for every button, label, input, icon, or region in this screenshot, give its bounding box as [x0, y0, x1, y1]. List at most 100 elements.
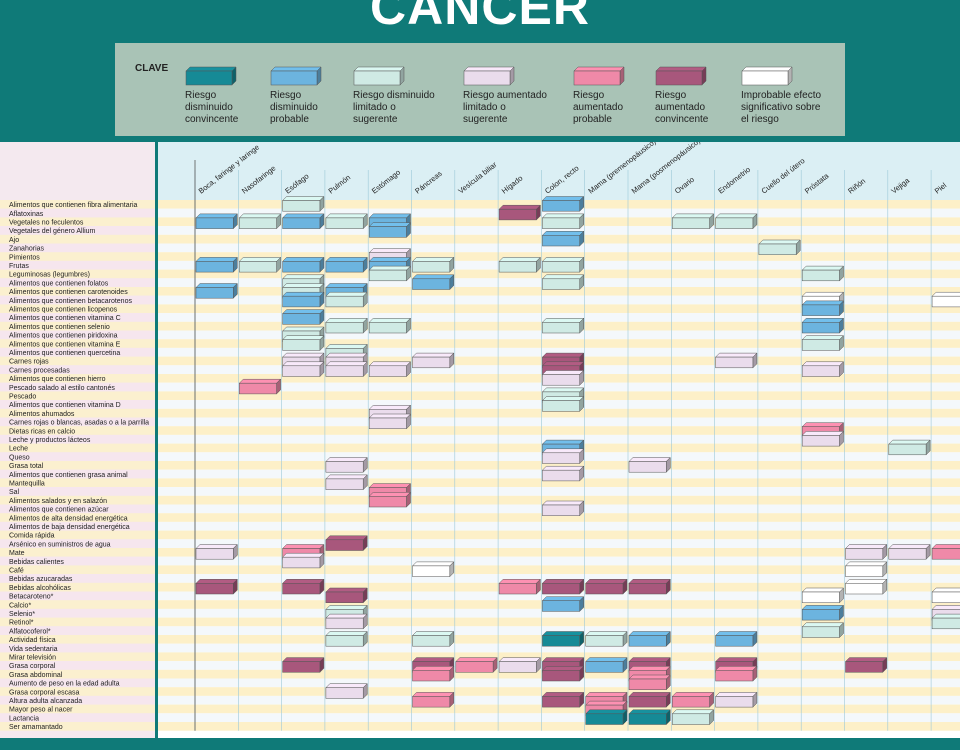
row-label: Queso — [9, 454, 30, 461]
row-label: Pimientos — [9, 254, 40, 261]
risk-cell — [888, 439, 931, 456]
row-label: Betacaroteno* — [9, 594, 54, 601]
risk-cell — [325, 630, 368, 647]
legend-label: Riesgo disminuido convincente — [185, 90, 239, 125]
legend-item: Riesgo aumentado limitado o sugerente — [463, 65, 547, 126]
row-label: Alimentos de baja densidad energética — [9, 524, 130, 531]
risk-cell — [671, 709, 715, 726]
risk-cell — [714, 630, 758, 647]
row-label: Alimentos que contienen fibra alimentari… — [9, 202, 138, 209]
risk-cell — [714, 213, 758, 230]
risk-cell — [671, 213, 715, 230]
risk-cell — [541, 256, 585, 273]
risk-cell — [801, 622, 845, 639]
risk-cell — [801, 430, 845, 447]
risk-cell — [195, 282, 238, 299]
risk-cell — [541, 596, 585, 613]
bottom-band — [0, 738, 960, 750]
row-label: Calcio* — [9, 602, 31, 609]
row-label: Grasa corporal escasa — [9, 689, 80, 696]
risk-cell — [585, 709, 628, 726]
risk-cell — [281, 195, 325, 212]
legend-swatch — [185, 66, 237, 86]
risk-cell — [368, 361, 412, 378]
risk-cell — [628, 709, 671, 726]
row-label: Alimentos que contienen vitamina E — [9, 341, 121, 348]
legend-swatch — [741, 66, 793, 86]
row-label: Alimentos que contienen selenio — [9, 324, 110, 331]
risk-cell — [541, 630, 585, 647]
risk-cell — [368, 491, 412, 508]
row-label: Vegetales no feculentos — [9, 220, 84, 227]
risk-cell — [541, 230, 585, 247]
legend-swatch — [270, 66, 322, 86]
risk-cell — [325, 361, 368, 378]
risk-cell — [585, 656, 628, 673]
risk-cell — [281, 335, 325, 352]
row-label: Frutas — [9, 263, 29, 270]
row-label: Mirar televisión — [9, 655, 56, 662]
risk-cell — [931, 544, 960, 560]
risk-cell — [368, 265, 412, 282]
row-label: Leche y productos lácteos — [9, 437, 91, 444]
risk-cell — [541, 395, 585, 412]
risk-cell — [281, 361, 325, 378]
risk-cell — [541, 317, 585, 334]
risk-cell — [238, 378, 282, 395]
row-label: Alimentos que contienen vitamina C — [9, 315, 121, 322]
risk-cell — [368, 317, 412, 334]
risk-cell — [671, 691, 715, 708]
row-label: Alimentos que contienen licopenos — [9, 307, 118, 314]
risk-matrix-chart: Alimentos que contienen fibra alimentari… — [0, 142, 960, 738]
row-label: Altura adulta alcanzada — [9, 698, 82, 705]
legend-title: CLAVE — [135, 63, 169, 74]
legend-label: Riesgo disminuido probable — [270, 90, 318, 125]
risk-cell — [325, 474, 368, 491]
risk-cell — [411, 274, 455, 291]
risk-cell — [281, 578, 325, 595]
risk-cell — [411, 352, 455, 369]
risk-cell — [238, 256, 282, 273]
risk-cell — [801, 604, 845, 621]
legend-label: Riesgo disminuido limitado o sugerente — [353, 90, 435, 125]
risk-cell — [628, 578, 671, 595]
risk-cell — [325, 256, 368, 273]
risk-cell — [541, 578, 585, 595]
legend: CLAVE Riesgo disminuido convincente Riesg… — [115, 43, 845, 136]
row-label: Bebidas alcohólicas — [9, 585, 71, 592]
risk-cell — [195, 256, 238, 273]
risk-cell — [498, 204, 542, 221]
risk-cell — [844, 561, 888, 578]
row-label: Alimentos que contienen piridoxina — [9, 333, 118, 340]
row-label: Carnes rojas — [9, 359, 49, 366]
risk-cell — [541, 369, 585, 386]
row-label: Grasa abdominal — [9, 672, 63, 679]
risk-cell — [931, 587, 960, 603]
legend-swatch-box — [655, 66, 707, 86]
risk-cell — [801, 361, 845, 378]
risk-cell — [455, 656, 498, 673]
legend-item: Riesgo aumentado probable — [573, 65, 627, 126]
legend-swatch-box — [573, 66, 625, 86]
risk-cell — [281, 552, 325, 569]
risk-cell — [931, 613, 960, 630]
risk-cell — [844, 656, 888, 673]
risk-cell — [325, 291, 368, 308]
risk-cell — [281, 291, 325, 308]
risk-cell — [714, 691, 758, 708]
row-label: Alimentos que contienen vitamina D — [9, 402, 121, 409]
risk-cell — [411, 561, 455, 578]
row-label: Comida rápida — [9, 533, 55, 540]
row-label: Retinol* — [9, 620, 34, 627]
risk-cell — [801, 317, 845, 334]
risk-cell — [411, 256, 455, 273]
risk-cell — [281, 308, 325, 325]
risk-cell — [411, 665, 455, 682]
page-title: CÁNCER — [370, 0, 590, 35]
risk-cell — [628, 630, 671, 647]
row-label: Pescado — [9, 394, 36, 401]
risk-cell — [281, 256, 325, 273]
row-label: Alimentos ahumados — [9, 411, 75, 418]
row-label: Leche — [9, 446, 28, 453]
risk-cell — [758, 239, 801, 256]
